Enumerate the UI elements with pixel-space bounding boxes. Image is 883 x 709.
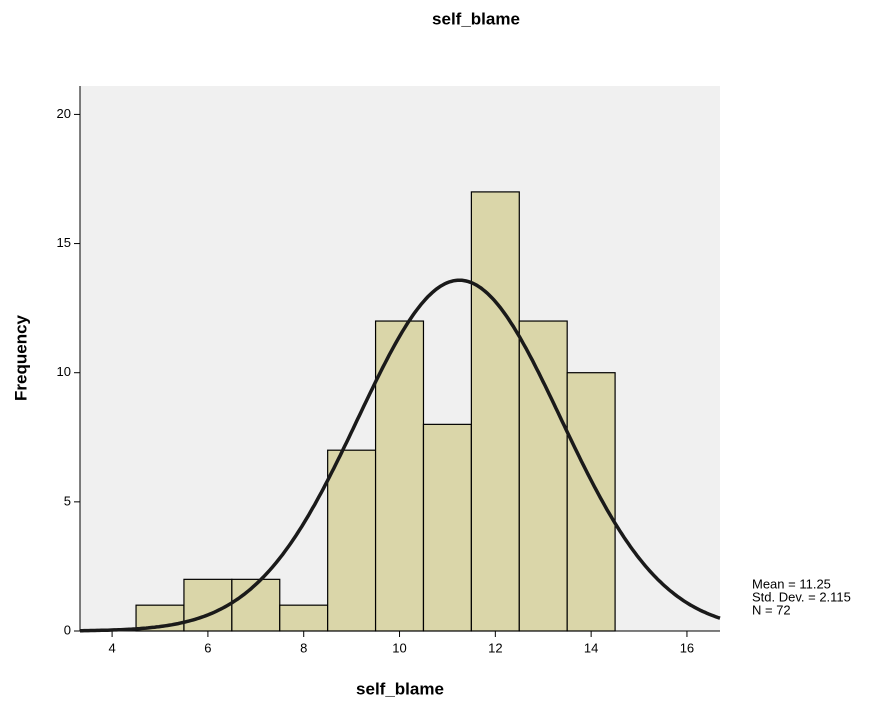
- normal-curve: [80, 278, 721, 633]
- x-tick-label: 12: [488, 640, 502, 655]
- bar: [422, 423, 472, 632]
- bar: [566, 372, 616, 632]
- y-tick-label: 10: [57, 364, 71, 379]
- stat-label: N = 72: [752, 602, 791, 617]
- y-axis-label: Frequency: [11, 314, 30, 401]
- bar: [327, 449, 377, 632]
- x-tick-label: 8: [300, 640, 307, 655]
- x-tick-label: 4: [108, 640, 115, 655]
- bar: [231, 578, 281, 632]
- y-tick-label: 15: [57, 235, 71, 250]
- x-tick-label: 10: [392, 640, 406, 655]
- bar: [470, 191, 520, 632]
- chart-title: self_blame: [432, 9, 520, 28]
- x-axis-label: self_blame: [356, 679, 444, 698]
- bar: [374, 320, 425, 632]
- bar: [518, 320, 568, 632]
- x-tick-label: 16: [680, 640, 694, 655]
- stat-label: Std. Dev. = 2.115: [752, 589, 851, 604]
- y-tick-label: 5: [64, 493, 71, 508]
- stat-label: Mean = 11.25: [752, 576, 831, 591]
- x-tick-label: 14: [584, 640, 598, 655]
- x-tick-label: 6: [204, 640, 211, 655]
- y-tick-label: 20: [57, 106, 71, 121]
- y-tick-label: 0: [64, 622, 71, 637]
- bar: [279, 604, 329, 632]
